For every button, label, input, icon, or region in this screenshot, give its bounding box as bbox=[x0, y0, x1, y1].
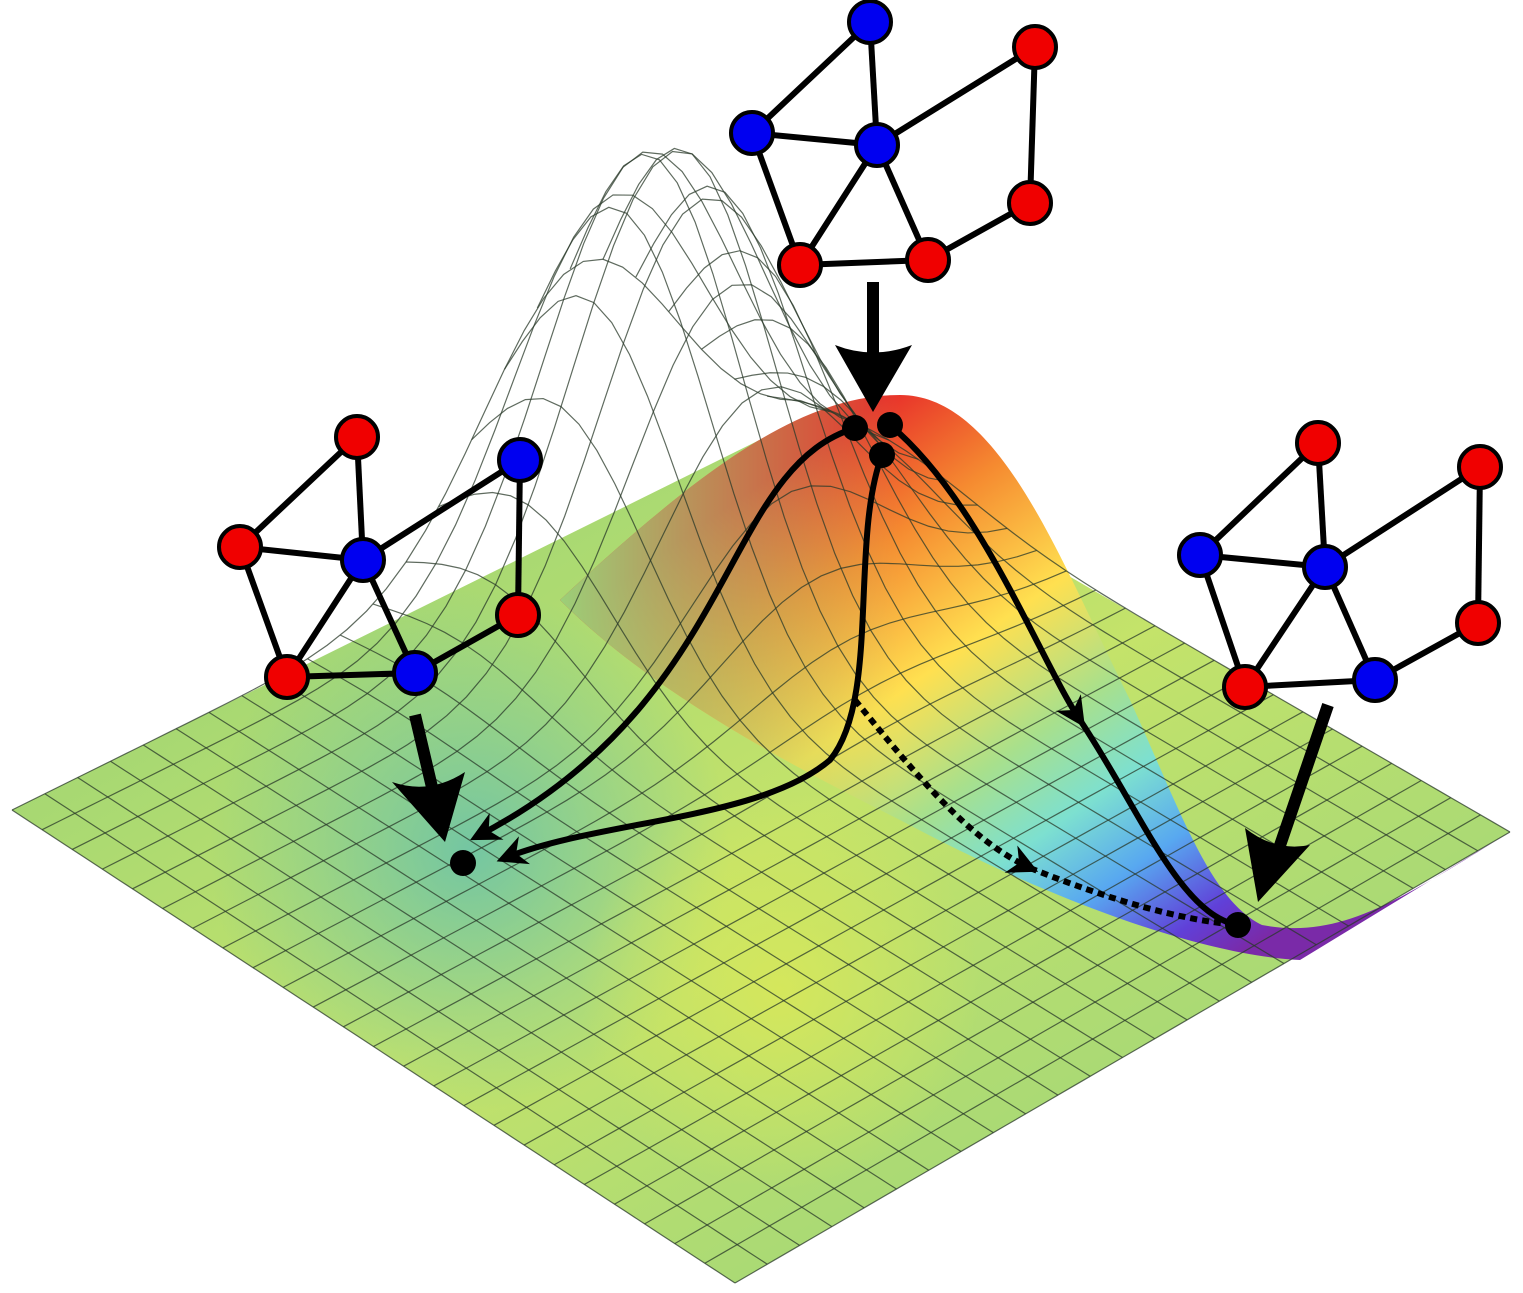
grid-line bbox=[799, 399, 1511, 833]
node bbox=[1295, 420, 1341, 466]
node bbox=[392, 650, 438, 696]
states bbox=[450, 412, 1251, 938]
trajectory bbox=[470, 425, 856, 841]
node bbox=[1012, 24, 1058, 70]
grid-line bbox=[704, 814, 1481, 1264]
surface-peak-blend bbox=[560, 395, 900, 820]
trajectory-dotted bbox=[1028, 865, 1239, 928]
state-dot bbox=[1225, 912, 1251, 938]
trajectory-dotted bbox=[852, 698, 1039, 873]
grid-line bbox=[674, 797, 1452, 1245]
state-dot bbox=[842, 415, 868, 441]
trajectory bbox=[1077, 718, 1239, 928]
trajectories bbox=[470, 422, 1239, 928]
node bbox=[1177, 532, 1223, 578]
arrow-head bbox=[1245, 828, 1310, 902]
graph-left bbox=[217, 414, 543, 700]
arrow-heads bbox=[392, 345, 1310, 902]
graph-right bbox=[1177, 420, 1503, 710]
state-dot bbox=[450, 850, 476, 876]
node bbox=[777, 242, 823, 288]
node bbox=[854, 122, 900, 168]
node bbox=[497, 437, 543, 483]
arrow-shaft bbox=[1269, 703, 1334, 862]
node bbox=[1302, 544, 1348, 590]
grid-line bbox=[668, 250, 1382, 908]
node bbox=[905, 237, 951, 283]
graph-top bbox=[729, 0, 1058, 288]
trajectory bbox=[888, 422, 1085, 728]
node bbox=[1222, 664, 1268, 710]
arrow-head bbox=[835, 345, 912, 412]
node bbox=[340, 537, 386, 583]
node bbox=[729, 110, 775, 156]
node bbox=[1007, 180, 1053, 226]
surface-grid bbox=[11, 147, 1511, 1284]
trajectory bbox=[496, 453, 885, 865]
state-dot bbox=[869, 442, 895, 468]
node bbox=[334, 414, 380, 460]
grid-line bbox=[734, 831, 1511, 1284]
node bbox=[264, 654, 310, 700]
node bbox=[495, 592, 541, 638]
arrow-head bbox=[392, 772, 465, 842]
node bbox=[1455, 600, 1501, 646]
node bbox=[1457, 444, 1503, 490]
grid-line bbox=[734, 372, 1446, 871]
node bbox=[1352, 657, 1398, 703]
node bbox=[847, 0, 893, 45]
node bbox=[217, 524, 263, 570]
state-dot bbox=[877, 412, 903, 438]
